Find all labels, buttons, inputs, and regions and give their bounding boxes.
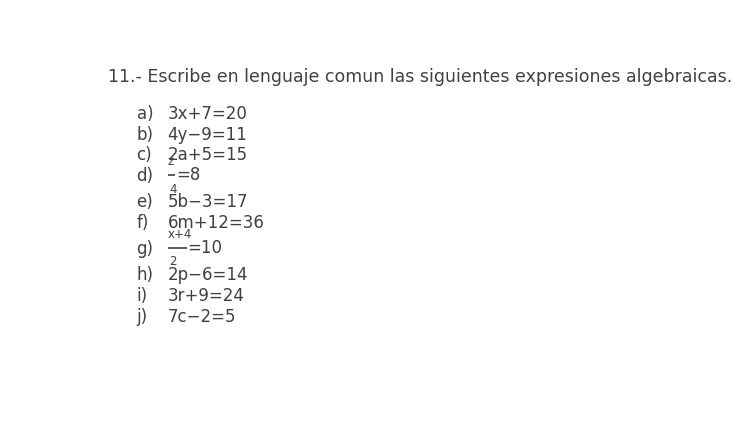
Text: c): c) <box>137 146 152 164</box>
Text: j): j) <box>137 308 148 326</box>
Text: g): g) <box>137 240 153 257</box>
Text: 5b−3=17: 5b−3=17 <box>167 193 248 211</box>
Text: i): i) <box>137 287 148 305</box>
Text: x+4: x+4 <box>167 228 192 241</box>
Text: b): b) <box>137 126 153 143</box>
Text: 3x+7=20: 3x+7=20 <box>167 105 247 123</box>
Text: 2: 2 <box>169 255 176 268</box>
Text: 2p−6=14: 2p−6=14 <box>167 266 248 284</box>
Text: 3r+9=24: 3r+9=24 <box>167 287 244 305</box>
Text: d): d) <box>137 167 153 185</box>
Text: f): f) <box>137 214 149 232</box>
Text: 4: 4 <box>169 183 176 196</box>
Text: 6m+12=36: 6m+12=36 <box>167 214 264 232</box>
Text: h): h) <box>137 266 153 284</box>
Text: 2a+5=15: 2a+5=15 <box>167 146 248 164</box>
Text: a): a) <box>137 105 153 123</box>
Text: 4y−9=11: 4y−9=11 <box>167 126 247 143</box>
Text: z: z <box>167 155 173 168</box>
Text: e): e) <box>137 193 153 211</box>
Text: =8: =8 <box>176 166 201 184</box>
Text: 7c−2=5: 7c−2=5 <box>167 308 236 326</box>
Text: =10: =10 <box>188 239 222 257</box>
Text: 11.- Escribe en lenguaje comun las siguientes expresiones algebraicas.: 11.- Escribe en lenguaje comun las sigui… <box>108 68 732 86</box>
